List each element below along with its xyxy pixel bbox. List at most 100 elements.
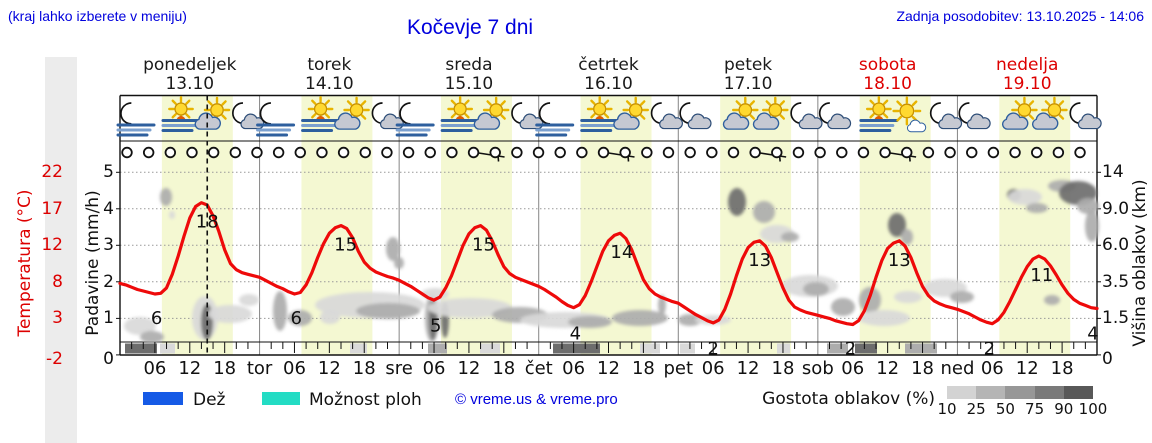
precip-tick-label: 5 bbox=[103, 162, 114, 183]
cloud-blob bbox=[753, 201, 775, 223]
moon-cloud-icon bbox=[650, 102, 683, 130]
wind-calm-icon bbox=[164, 146, 177, 159]
sun-fog-icon bbox=[580, 96, 620, 132]
wind-calm-icon bbox=[294, 146, 306, 159]
wind-calm-icon bbox=[857, 146, 870, 159]
moon-cloud-icon bbox=[1069, 102, 1102, 130]
day-abbrev-label: čet bbox=[524, 358, 553, 379]
rain-label: Dež bbox=[193, 390, 226, 410]
day-abbrev-label: ned bbox=[940, 358, 975, 379]
wind-calm-icon bbox=[987, 146, 1000, 159]
day-date: 17.10 bbox=[723, 74, 773, 94]
day-date: 13.10 bbox=[165, 74, 215, 94]
day-date: 18.10 bbox=[863, 74, 912, 94]
wind-calm-icon bbox=[446, 146, 458, 159]
hour-label: 12 bbox=[317, 358, 341, 379]
ground-fog-bar bbox=[160, 343, 175, 354]
hour-label: 12 bbox=[876, 358, 900, 379]
day-abbrev-label: sre bbox=[385, 358, 413, 379]
cloud-height-tick-label: 1.5 bbox=[1102, 308, 1130, 329]
cloud-blob bbox=[140, 331, 164, 343]
temp-extreme-label: 6 bbox=[290, 308, 301, 329]
cloud-field bbox=[124, 180, 1099, 343]
temp-extreme-label: 6 bbox=[151, 308, 162, 329]
day-header: sobota 18.10 bbox=[818, 56, 958, 94]
moon-cloud-icon bbox=[790, 102, 823, 130]
density-tick-label: 50 bbox=[995, 400, 1015, 418]
ground-fog-bar bbox=[777, 343, 790, 354]
temp-extreme-label: 13 bbox=[748, 250, 771, 271]
precip-tick-label: 0 bbox=[103, 349, 114, 369]
cloud-blob bbox=[288, 310, 312, 326]
day-abbrev-label: tor bbox=[246, 358, 273, 379]
showers-label: Možnost ploh bbox=[309, 390, 422, 410]
temp-tick-label: 8 bbox=[52, 271, 63, 292]
hour-label: 06 bbox=[980, 358, 1004, 379]
wind-calm-icon bbox=[489, 146, 501, 159]
day-header: četrtek 16.10 bbox=[539, 56, 679, 94]
density-segment bbox=[976, 386, 1006, 399]
day-header: sreda 15.10 bbox=[399, 56, 539, 94]
wind-calm-icon bbox=[771, 146, 783, 159]
page-title: Kočevje 7 dni bbox=[406, 16, 534, 39]
wind-calm-icon bbox=[316, 146, 328, 159]
ground-fog-bar bbox=[905, 343, 937, 354]
wind-calm-icon bbox=[1009, 146, 1021, 159]
temp-tick-label: 22 bbox=[41, 162, 63, 183]
cloud-blob bbox=[1008, 189, 1042, 205]
wind-calm-icon bbox=[381, 146, 393, 159]
wind-calm-icon bbox=[1074, 146, 1086, 159]
menu-hint: (kraj lahko izberete v meniju) bbox=[8, 8, 187, 24]
day-abbrev-label: sob bbox=[801, 358, 834, 379]
cloud-height-tick-label: 9.0 bbox=[1102, 198, 1130, 219]
cloud-blob bbox=[888, 213, 906, 237]
hour-label: 18 bbox=[631, 358, 655, 379]
day-date: 14.10 bbox=[305, 74, 354, 94]
temp-extreme-label: 4 bbox=[570, 323, 581, 344]
ground-fog-bar bbox=[125, 343, 157, 354]
wind-calm-icon bbox=[272, 146, 285, 159]
cloud-blob bbox=[858, 310, 910, 326]
wind-calm-icon bbox=[511, 146, 523, 159]
wind-calm-icon bbox=[814, 146, 826, 159]
temp-extreme-label: 2 bbox=[984, 338, 995, 359]
cloud-blob bbox=[728, 188, 746, 216]
temp-extreme-label: 15 bbox=[334, 235, 357, 256]
wind-calm-icon bbox=[922, 146, 935, 159]
density-tick-label: 25 bbox=[966, 400, 986, 418]
sun-cloud-icon bbox=[194, 96, 231, 130]
ground-fog-bar bbox=[553, 343, 600, 354]
hour-label: 18 bbox=[352, 358, 376, 379]
sun-fog-icon bbox=[161, 96, 201, 132]
hour-label: 06 bbox=[701, 358, 725, 379]
wind-calm-icon bbox=[251, 146, 263, 159]
cloud-blob bbox=[678, 314, 702, 326]
copyright-link[interactable]: © vreme.us & vreme.pro bbox=[455, 391, 618, 408]
wind-calm-icon bbox=[597, 146, 610, 159]
hour-label: 06 bbox=[283, 358, 306, 379]
temp-extreme-label: 5 bbox=[430, 316, 441, 337]
sun-cloud-icon bbox=[334, 96, 370, 130]
cloud-blob bbox=[124, 317, 156, 335]
moon-fog-icon bbox=[116, 102, 156, 137]
wind-calm-icon bbox=[424, 146, 436, 159]
hour-label: 12 bbox=[736, 358, 760, 379]
ground-fog-bar bbox=[827, 343, 848, 354]
ground-fog-bar bbox=[680, 343, 695, 354]
cloud-blob bbox=[1044, 295, 1060, 305]
hour-label: 18 bbox=[911, 358, 934, 379]
cloud-blob bbox=[160, 188, 172, 206]
hour-label: 12 bbox=[1015, 358, 1039, 379]
cloud-blob bbox=[386, 237, 400, 261]
cloud-blob bbox=[950, 291, 974, 303]
wind-calm-icon bbox=[142, 146, 155, 159]
sun-cloud-icon bbox=[1031, 96, 1068, 130]
temp-extreme-label: 4 bbox=[1087, 323, 1098, 344]
temp-tick-label: -2 bbox=[46, 349, 63, 369]
cloud-blob bbox=[394, 257, 404, 269]
wind-calm-icon bbox=[186, 146, 198, 159]
hour-label: 18 bbox=[771, 358, 795, 379]
wind-calm-icon bbox=[229, 146, 242, 159]
precip-tick-label: 4 bbox=[103, 198, 114, 219]
wind-calm-icon bbox=[641, 146, 653, 159]
